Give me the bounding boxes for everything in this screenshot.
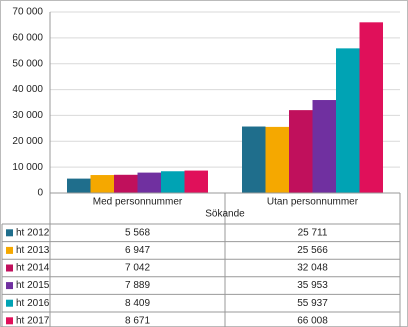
table-value: 8 671 — [125, 315, 150, 326]
legend-label: ht 2015 — [16, 280, 50, 291]
bar — [137, 172, 161, 193]
y-tick-label: 40 000 — [12, 84, 43, 95]
legend-key — [6, 229, 13, 237]
table-value: 25 711 — [298, 227, 328, 238]
y-tick-label: 50 000 — [12, 58, 43, 69]
table-value: 7 042 — [125, 263, 150, 274]
y-tick-label: 60 000 — [12, 32, 43, 43]
table-value: 25 566 — [297, 245, 328, 256]
table-value: 7 889 — [125, 280, 150, 291]
axis-label: Sökande — [205, 209, 245, 220]
bar — [184, 170, 208, 193]
legend-label: ht 2012 — [16, 227, 50, 238]
legend-key — [6, 282, 13, 290]
x-tick-label: Med personnummer — [93, 197, 183, 208]
y-tick-label: 70 000 — [12, 7, 43, 18]
bar — [336, 48, 360, 193]
bar — [265, 126, 289, 193]
bar — [90, 175, 114, 193]
bar — [289, 110, 313, 193]
legend-label: ht 2014 — [16, 263, 50, 274]
legend-label: ht 2016 — [16, 298, 50, 309]
legend-key — [6, 299, 13, 307]
bar — [359, 22, 383, 193]
y-tick-label: 10 000 — [12, 162, 43, 173]
table-value: 32 048 — [297, 263, 328, 274]
x-tick-label: Utan personnummer — [267, 197, 359, 208]
legend-key — [6, 264, 13, 272]
legend-label: ht 2017 — [16, 315, 50, 326]
bar — [242, 126, 266, 193]
bar — [312, 100, 336, 193]
y-tick-label: 0 — [37, 188, 43, 199]
table-value: 6 947 — [125, 245, 150, 256]
bar — [67, 178, 91, 193]
bar — [114, 174, 138, 193]
table-value: 35 953 — [297, 280, 328, 291]
legend-key — [6, 317, 13, 325]
table-value: 8 409 — [125, 298, 150, 309]
bar — [161, 171, 185, 193]
y-tick-label: 30 000 — [12, 110, 43, 121]
legend-label: ht 2013 — [16, 245, 50, 256]
table-value: 5 568 — [125, 227, 150, 238]
table-value: 66 008 — [297, 315, 328, 326]
legend-key — [6, 246, 13, 254]
table-value: 55 937 — [297, 298, 328, 309]
y-tick-label: 20 000 — [12, 136, 43, 147]
